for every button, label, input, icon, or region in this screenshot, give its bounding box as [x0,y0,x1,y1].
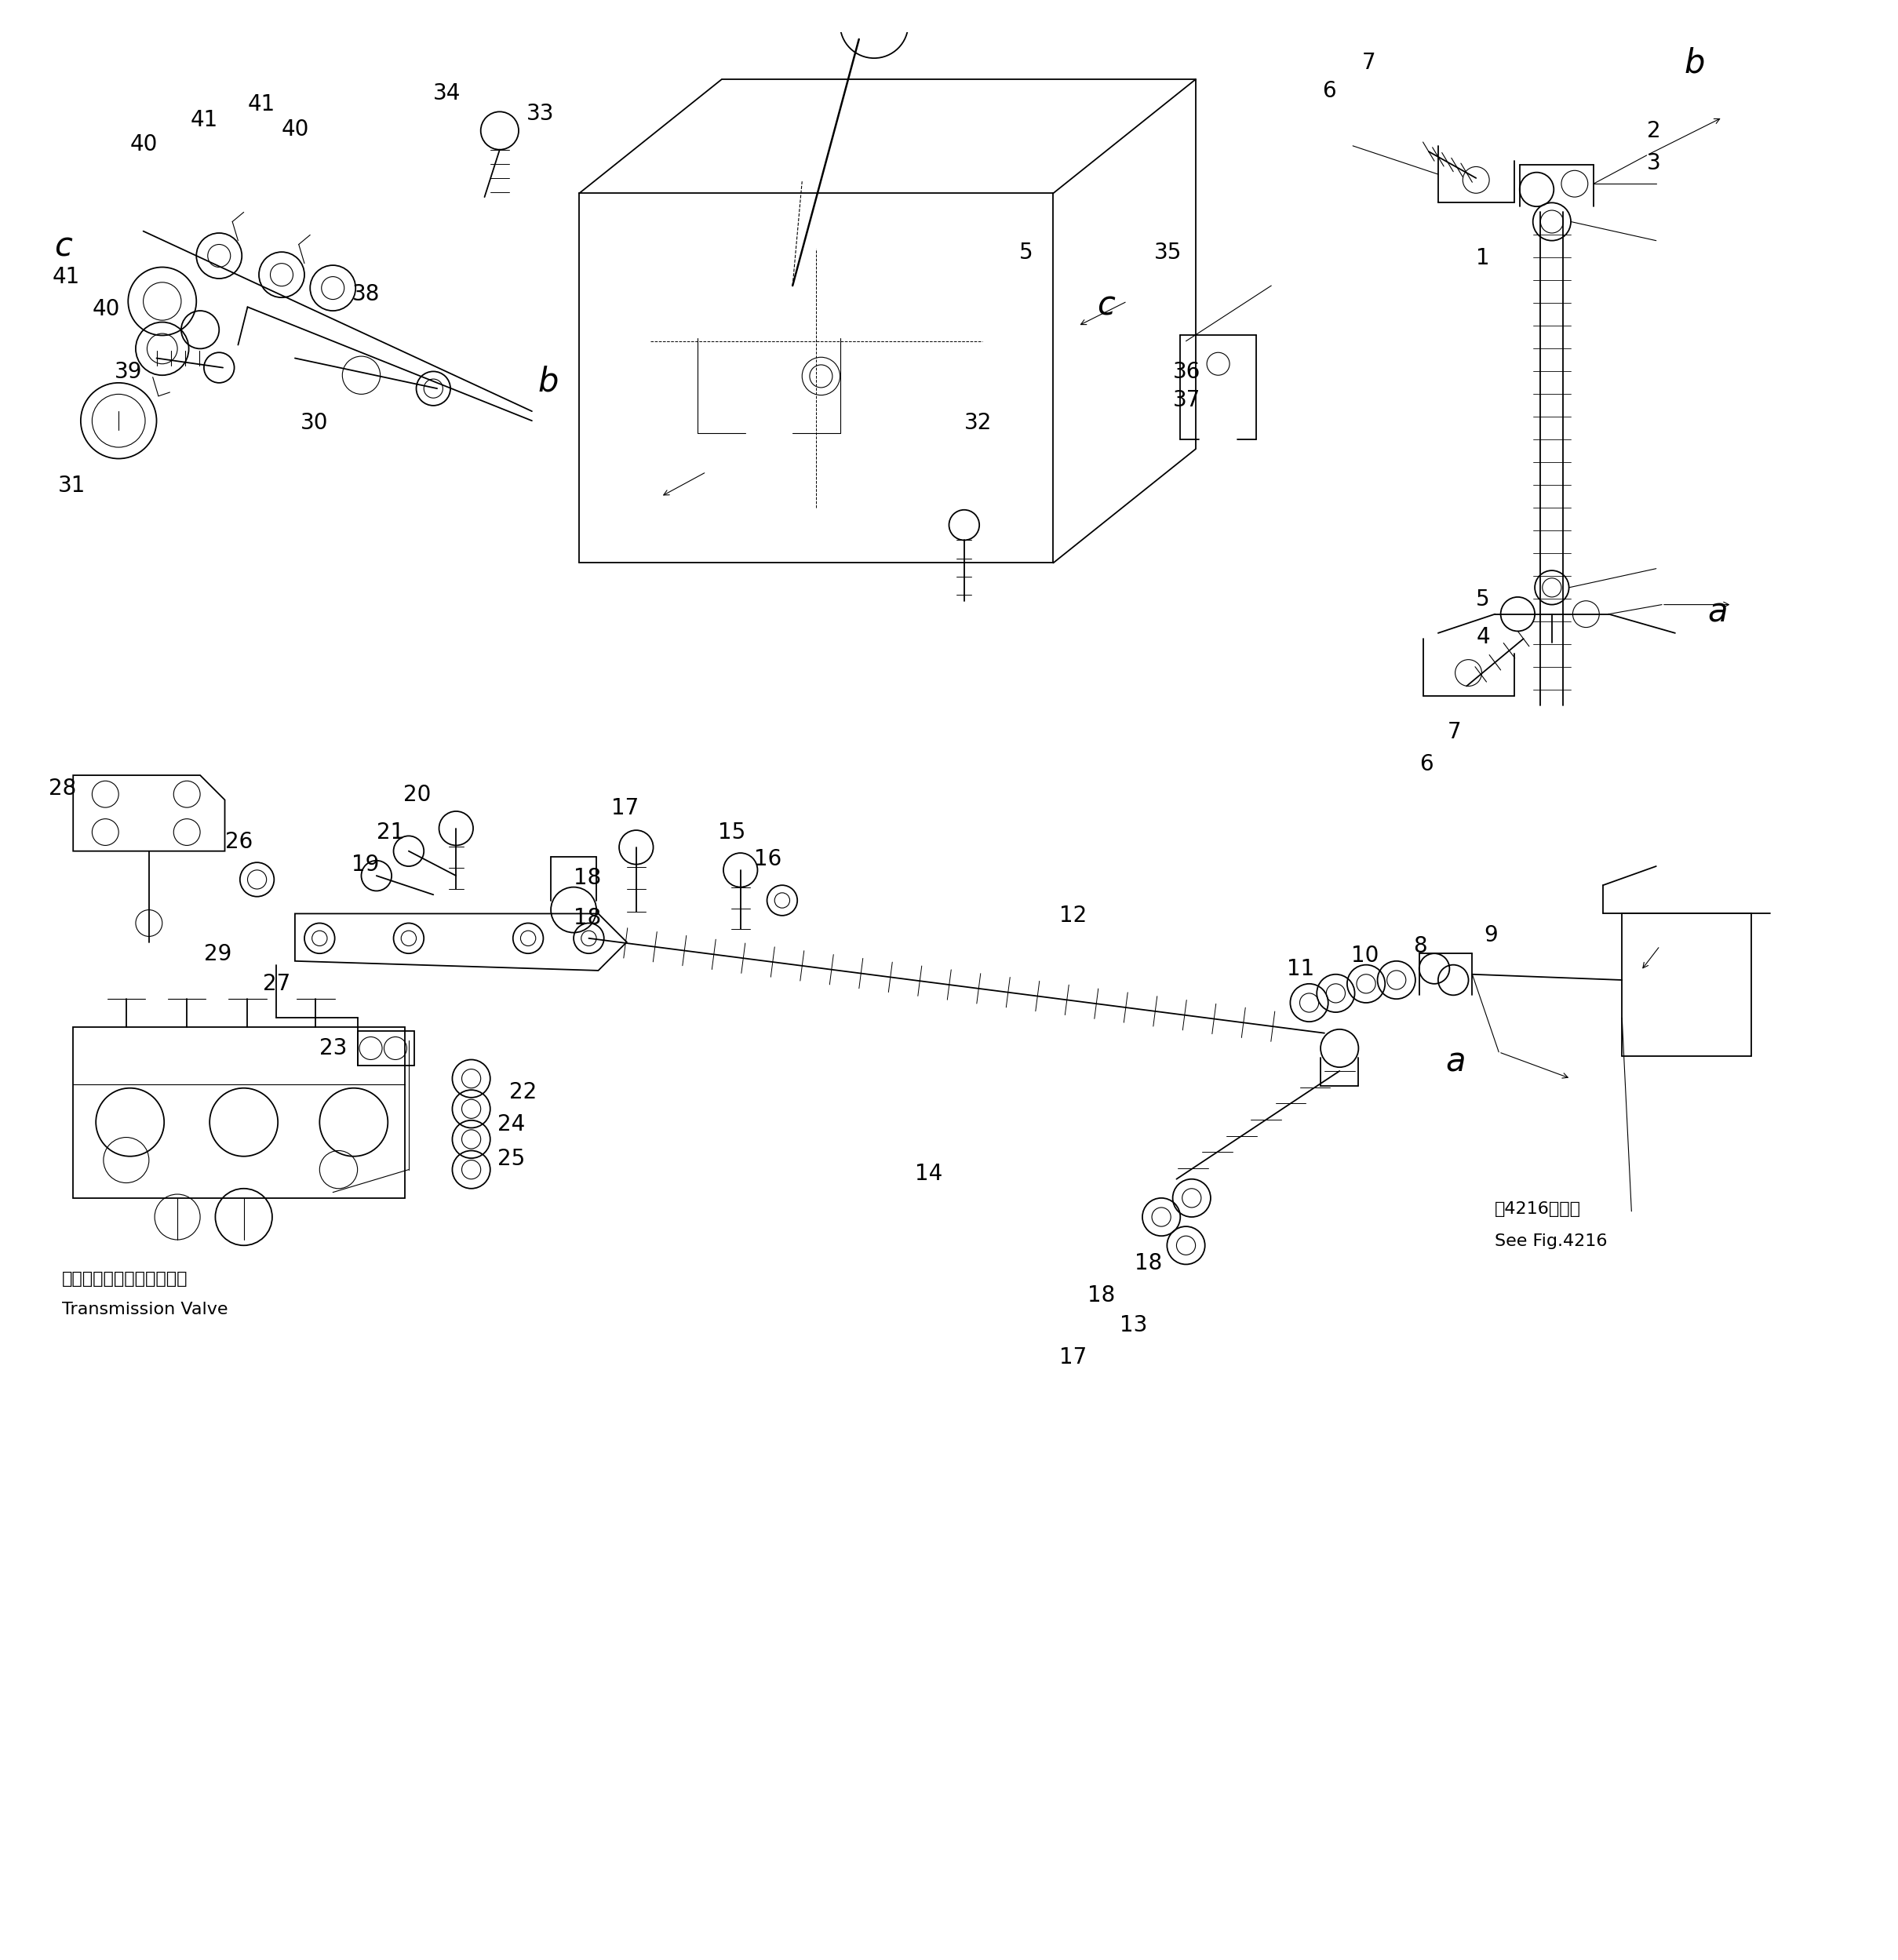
Text: 31: 31 [59,474,85,496]
Text: 40: 40 [281,118,309,141]
Text: 14: 14 [915,1162,943,1184]
Circle shape [841,0,909,59]
Text: a: a [1446,1045,1465,1078]
Text: 37: 37 [1173,390,1200,412]
Text: 40: 40 [129,133,158,155]
Text: 41: 41 [247,94,275,116]
Text: 17: 17 [611,798,640,819]
Text: 32: 32 [964,412,993,433]
Bar [357,1031,414,1066]
Text: 5: 5 [1019,241,1033,263]
Text: 21: 21 [376,821,404,843]
Text: 41: 41 [53,267,80,288]
Text: 27: 27 [262,974,290,996]
Text: 17: 17 [1059,1347,1088,1368]
Text: c: c [1097,290,1114,321]
Text: 24: 24 [497,1113,526,1135]
Text: 23: 23 [319,1037,347,1060]
Text: 20: 20 [402,784,431,806]
Text: 18: 18 [573,866,602,890]
Text: 29: 29 [203,943,232,964]
Text: 15: 15 [717,821,746,843]
Text: 5: 5 [1477,588,1490,610]
Text: 4: 4 [1477,627,1490,649]
Text: 7: 7 [1363,51,1376,74]
Text: See Fig.4216: See Fig.4216 [1496,1233,1608,1249]
Text: トランスミッションバルブ: トランスミッションバルブ [63,1272,188,1288]
Text: 33: 33 [526,104,554,125]
Text: b: b [537,365,558,398]
Text: 3: 3 [1647,153,1661,174]
Text: 11: 11 [1287,958,1313,980]
Text: 18: 18 [1135,1252,1162,1274]
Text: 38: 38 [351,282,380,306]
Text: 第4216図参照: 第4216図参照 [1496,1201,1581,1217]
Text: c: c [55,231,72,263]
Text: 13: 13 [1120,1315,1148,1337]
Text: 16: 16 [754,849,782,870]
Text: 40: 40 [93,298,120,319]
Text: Transmission Valve: Transmission Valve [63,1301,228,1317]
Text: 35: 35 [1154,241,1181,263]
Text: 18: 18 [573,907,602,929]
Text: 25: 25 [497,1149,526,1170]
Bar [74,1027,404,1198]
Text: 6: 6 [1420,753,1433,776]
Text: 41: 41 [190,108,218,131]
Text: 9: 9 [1484,923,1498,947]
Text: 30: 30 [300,412,328,433]
Text: 22: 22 [509,1082,537,1103]
Text: 12: 12 [1059,906,1088,927]
Text: 6: 6 [1323,80,1336,102]
Text: b: b [1685,47,1704,80]
Text: 39: 39 [116,361,142,382]
Text: 8: 8 [1414,935,1427,956]
Text: 7: 7 [1448,721,1461,743]
Text: a: a [1708,596,1727,629]
Text: 10: 10 [1351,945,1378,966]
Text: 2: 2 [1647,120,1661,141]
Text: 18: 18 [1088,1284,1114,1305]
Text: 34: 34 [433,82,461,104]
Text: 1: 1 [1477,247,1490,269]
Text: 28: 28 [49,778,76,800]
Text: 26: 26 [224,831,252,853]
Text: 19: 19 [351,855,380,876]
Text: 36: 36 [1173,361,1200,382]
